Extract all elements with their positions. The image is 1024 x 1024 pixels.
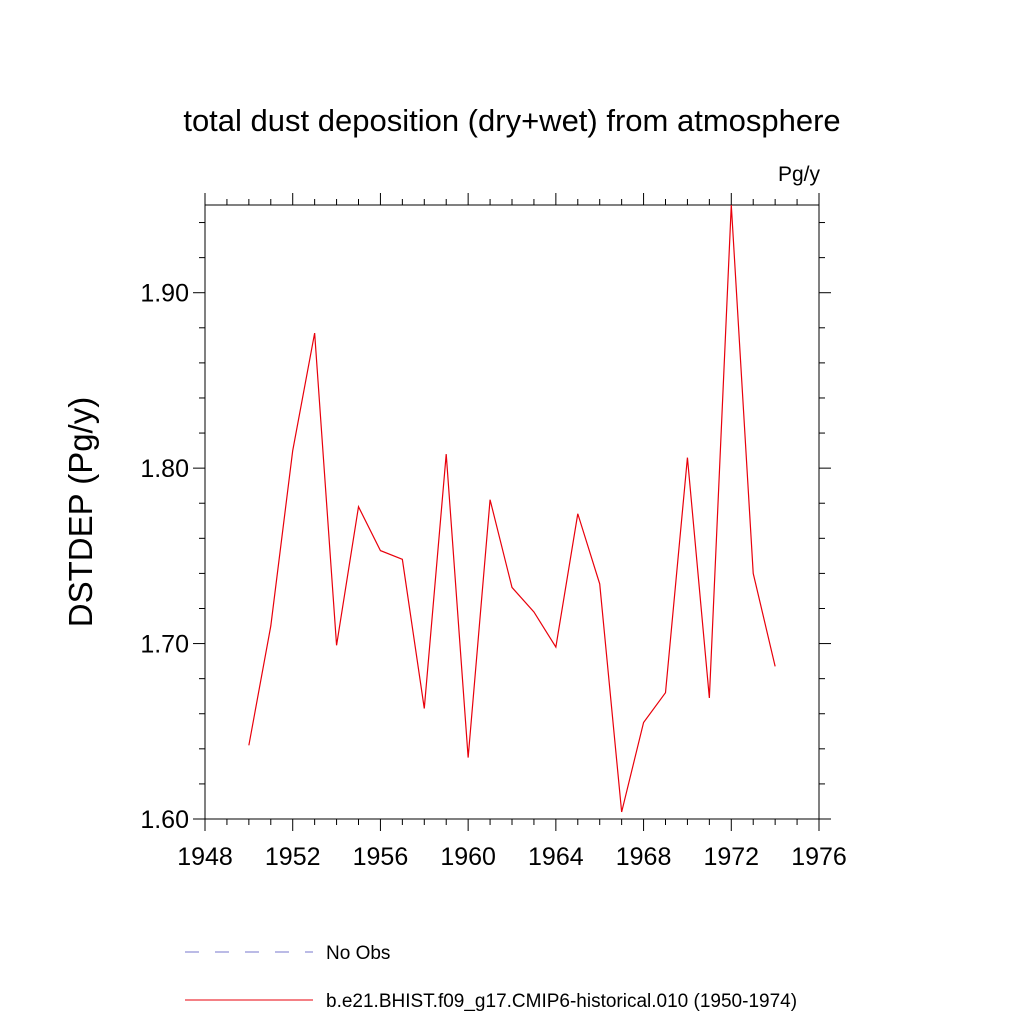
legend-label: b.e21.BHIST.f09_g17.CMIP6-historical.010… <box>326 991 797 1012</box>
x-tick-label: 1968 <box>616 843 672 871</box>
x-tick-label: 1952 <box>265 843 321 871</box>
x-tick-label: 1976 <box>791 843 847 871</box>
legend-label: No Obs <box>326 943 390 964</box>
x-tick-label: 1960 <box>440 843 496 871</box>
units-label: Pg/y <box>778 163 821 186</box>
y-axis-label: DSTDEP (Pg/y) <box>62 397 99 627</box>
y-tick-label: 1.90 <box>140 280 189 308</box>
y-tick-label: 1.70 <box>140 631 189 659</box>
series-line <box>248 204 776 813</box>
y-tick-label: 1.60 <box>140 806 189 834</box>
x-tick-label: 1948 <box>177 843 233 871</box>
chart-title: total dust deposition (dry+wet) from atm… <box>183 103 840 138</box>
x-tick-label: 1972 <box>703 843 759 871</box>
x-tick-label: 1956 <box>353 843 409 871</box>
y-tick-label: 1.80 <box>140 455 189 483</box>
x-tick-label: 1964 <box>528 843 584 871</box>
